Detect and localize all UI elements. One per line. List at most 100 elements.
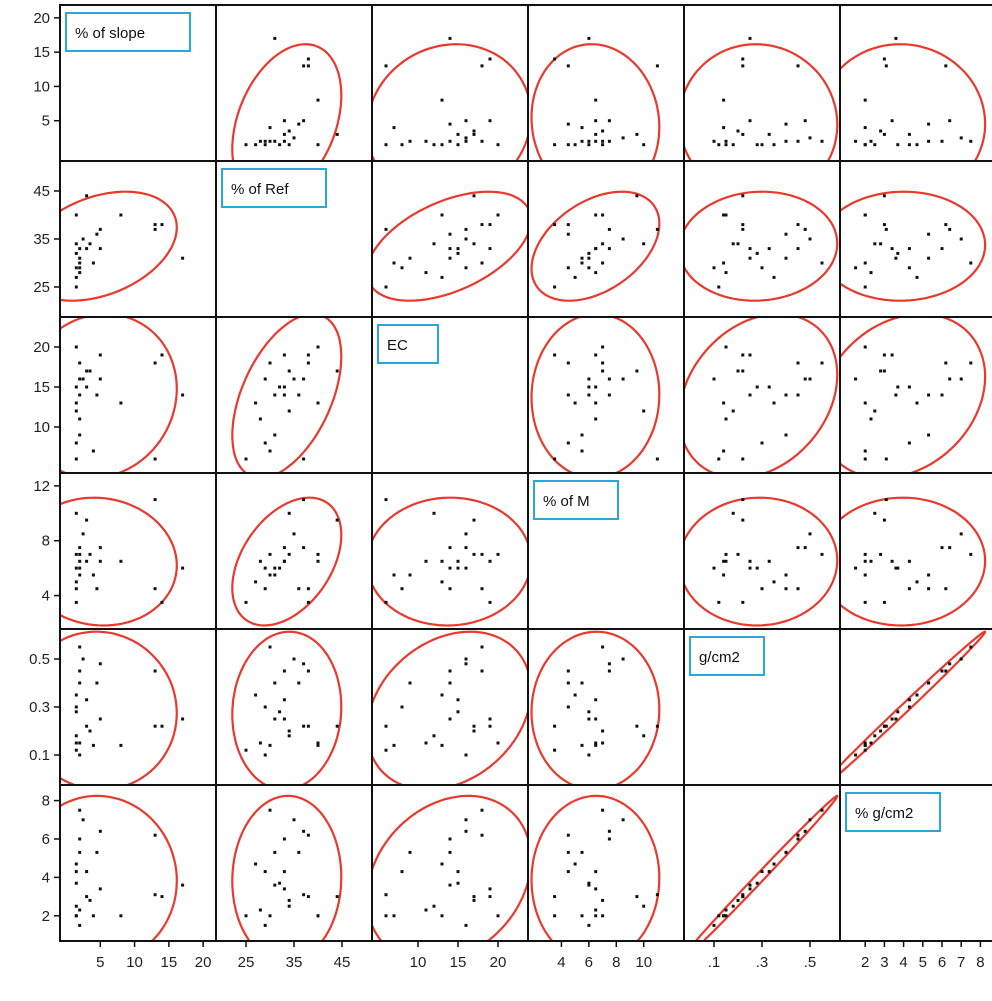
data-point [712,566,716,570]
data-point [894,36,898,40]
data-point [873,511,877,515]
data-point [273,681,277,685]
data-point [884,498,888,502]
data-point [601,898,605,902]
data-point [566,681,570,685]
data-point [448,566,452,570]
scatter-panel [231,36,343,160]
scatter-panel [530,630,661,784]
data-point [98,559,102,563]
data-point [448,232,452,236]
density-ellipse [373,190,527,302]
data-point [292,377,296,381]
data-point [287,904,291,908]
x-tick-label: .3 [756,954,769,971]
data-point [78,566,82,570]
data-point [915,275,919,279]
data-point [74,345,78,349]
scatter-panel [231,318,343,472]
x-tick-label: 15 [450,954,467,971]
scatter-panel [373,630,527,784]
data-point [263,705,267,709]
density-ellipse [61,630,178,784]
data-point [448,883,452,887]
data-point [74,511,78,515]
y-tick-label: 4 [42,869,50,886]
data-point [464,818,468,822]
data-point [741,518,745,522]
data-point [316,914,320,918]
data-point [772,401,776,405]
data-point [78,741,82,745]
data-point [440,143,444,147]
data-point [456,247,460,251]
variable-label: EC [387,337,408,354]
data-point [160,724,164,728]
data-point [95,681,99,685]
density-ellipse [231,43,343,160]
data-point [566,143,570,147]
data-point [440,743,444,747]
data-point [472,132,476,136]
panel-frame [839,4,992,162]
data-point [74,710,78,714]
data-point [863,126,867,130]
data-point [282,698,286,702]
density-ellipse [373,43,527,160]
data-point [553,285,557,289]
data-point [803,546,807,550]
data-point [869,741,873,745]
data-point [896,143,900,147]
data-point [78,837,82,841]
data-point [456,698,460,702]
data-point [254,862,258,866]
data-point [587,139,591,143]
data-point [282,870,286,874]
data-point [119,743,123,747]
data-point [440,862,444,866]
data-point [98,377,102,381]
data-point [803,377,807,381]
data-point [553,457,557,461]
data-point [879,242,883,246]
panel-frame [59,472,217,630]
data-point [635,194,639,198]
data-point [566,870,570,874]
data-point [760,143,764,147]
data-point [472,898,476,902]
data-point [282,887,286,891]
data-point [263,923,267,927]
y-tick-label: 6 [42,831,50,848]
data-point [587,883,591,887]
data-point [258,417,262,421]
data-point [796,361,800,365]
data-point [741,895,745,899]
data-point [78,850,82,854]
data-point [456,559,460,563]
data-point [944,223,948,227]
data-point [306,353,310,357]
data-point [456,566,460,570]
x-tick-label: 20 [490,954,507,971]
data-point [316,743,320,747]
data-point [287,734,291,738]
data-point [635,895,639,899]
data-point [642,904,646,908]
data-point [488,223,492,227]
data-point [95,393,99,397]
data-point [731,242,735,246]
data-point [472,518,476,522]
data-point [587,143,591,147]
data-point [268,743,272,747]
data-point [91,743,95,747]
panel-frame [215,472,373,630]
data-point [448,669,452,673]
data-point [927,139,931,143]
data-point [854,566,858,570]
data-point [731,904,735,908]
data-point [635,369,639,373]
data-point [74,566,78,570]
scatter-panel [695,794,839,940]
data-point [741,132,745,136]
x-tick-label: 35 [286,954,303,971]
